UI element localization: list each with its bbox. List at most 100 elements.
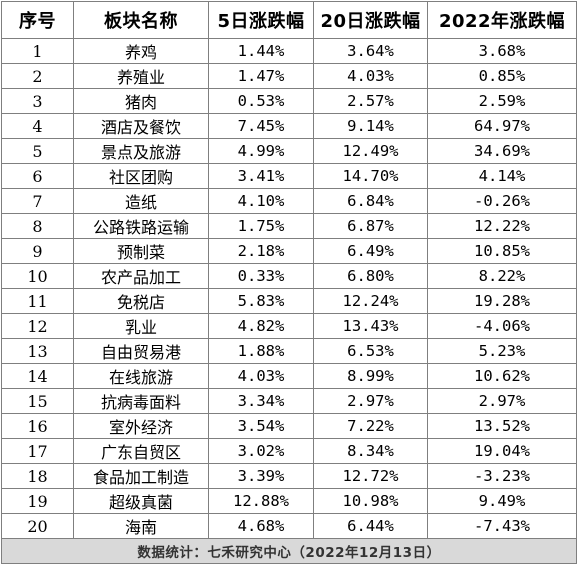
- table-row: 10 农产品加工 0.33% 6.80% 8.22%: [1, 263, 577, 289]
- sector-name: 广东自贸区: [73, 438, 209, 464]
- row-index: 4: [1, 113, 74, 139]
- row-index: 13: [1, 338, 74, 364]
- sector-name: 农产品加工: [73, 263, 209, 289]
- sector-name: 预制菜: [73, 238, 209, 264]
- change-2022: 4.14%: [427, 163, 577, 189]
- sector-name: 免税店: [73, 288, 209, 314]
- change-2022: 2.97%: [427, 388, 577, 414]
- sector-name: 在线旅游: [73, 363, 209, 389]
- change-2022: -3.23%: [427, 463, 577, 489]
- change-5day: 1.88%: [208, 338, 314, 364]
- table-row: 15 抗病毒面料 3.34% 2.97% 2.97%: [1, 388, 577, 414]
- row-index: 7: [1, 188, 74, 214]
- col-header-20day-change: 20日涨跌幅: [313, 1, 428, 39]
- change-20day: 4.03%: [313, 63, 428, 89]
- row-index: 19: [1, 488, 74, 514]
- change-5day: 12.88%: [208, 488, 314, 514]
- row-index: 11: [1, 288, 74, 314]
- col-header-5day-change: 5日涨跌幅: [208, 1, 314, 39]
- change-5day: 3.39%: [208, 463, 314, 489]
- change-20day: 12.72%: [313, 463, 428, 489]
- row-index: 14: [1, 363, 74, 389]
- sector-name: 海南: [73, 513, 209, 539]
- header-row: 序号 板块名称 5日涨跌幅 20日涨跌幅 2022年涨跌幅: [1, 1, 577, 39]
- row-index: 8: [1, 213, 74, 239]
- change-20day: 14.70%: [313, 163, 428, 189]
- table-row: 19 超级真菌 12.88% 10.98% 9.49%: [1, 488, 577, 514]
- table-row: 14 在线旅游 4.03% 8.99% 10.62%: [1, 363, 577, 389]
- row-index: 17: [1, 438, 74, 464]
- table-body: 1 养鸡 1.44% 3.64% 3.68% 2 养殖业 1.47% 4.03% 0.85% 3 猪肉…: [1, 38, 577, 539]
- change-2022: 10.85%: [427, 238, 577, 264]
- row-index: 6: [1, 163, 74, 189]
- change-2022: 5.23%: [427, 338, 577, 364]
- change-20day: 8.34%: [313, 438, 428, 464]
- table-row: 16 室外经济 3.54% 7.22% 13.52%: [1, 413, 577, 439]
- col-header-sector-name: 板块名称: [73, 1, 209, 39]
- sector-name: 酒店及餐饮: [73, 113, 209, 139]
- change-2022: 12.22%: [427, 213, 577, 239]
- change-20day: 9.14%: [313, 113, 428, 139]
- change-5day: 3.02%: [208, 438, 314, 464]
- change-20day: 6.80%: [313, 263, 428, 289]
- table-row: 8 公路铁路运输 1.75% 6.87% 12.22%: [1, 213, 577, 239]
- sector-name: 超级真菌: [73, 488, 209, 514]
- change-2022: 19.28%: [427, 288, 577, 314]
- change-20day: 6.49%: [313, 238, 428, 264]
- change-2022: 9.49%: [427, 488, 577, 514]
- row-index: 18: [1, 463, 74, 489]
- table-row: 9 预制菜 2.18% 6.49% 10.85%: [1, 238, 577, 264]
- row-index: 5: [1, 138, 74, 164]
- change-5day: 0.53%: [208, 88, 314, 114]
- change-5day: 1.44%: [208, 38, 314, 64]
- change-5day: 4.82%: [208, 313, 314, 339]
- change-2022: 0.85%: [427, 63, 577, 89]
- sector-name: 猪肉: [73, 88, 209, 114]
- sector-name: 养殖业: [73, 63, 209, 89]
- change-20day: 6.53%: [313, 338, 428, 364]
- table-row: 6 社区团购 3.41% 14.70% 4.14%: [1, 163, 577, 189]
- change-5day: 1.47%: [208, 63, 314, 89]
- row-index: 16: [1, 413, 74, 439]
- table-row: 7 造纸 4.10% 6.84% -0.26%: [1, 188, 577, 214]
- change-5day: 4.10%: [208, 188, 314, 214]
- change-5day: 2.18%: [208, 238, 314, 264]
- change-2022: 64.97%: [427, 113, 577, 139]
- change-2022: -7.43%: [427, 513, 577, 539]
- col-header-2022-change: 2022年涨跌幅: [427, 1, 577, 39]
- row-index: 10: [1, 263, 74, 289]
- row-index: 15: [1, 388, 74, 414]
- change-20day: 2.97%: [313, 388, 428, 414]
- change-20day: 8.99%: [313, 363, 428, 389]
- table-row: 4 酒店及餐饮 7.45% 9.14% 64.97%: [1, 113, 577, 139]
- table-row: 20 海南 4.68% 6.44% -7.43%: [1, 513, 577, 539]
- sector-name: 造纸: [73, 188, 209, 214]
- change-20day: 3.64%: [313, 38, 428, 64]
- change-20day: 6.84%: [313, 188, 428, 214]
- change-5day: 3.54%: [208, 413, 314, 439]
- sector-name: 景点及旅游: [73, 138, 209, 164]
- change-2022: 13.52%: [427, 413, 577, 439]
- table-row: 2 养殖业 1.47% 4.03% 0.85%: [1, 63, 577, 89]
- change-20day: 13.43%: [313, 313, 428, 339]
- table-row: 5 景点及旅游 4.99% 12.49% 34.69%: [1, 138, 577, 164]
- data-source-note: 数据统计：七禾研究中心（2022年12月13日）: [1, 538, 577, 564]
- change-2022: -0.26%: [427, 188, 577, 214]
- footer-row: 数据统计：七禾研究中心（2022年12月13日）: [1, 538, 577, 564]
- table-row: 12 乳业 4.82% 13.43% -4.06%: [1, 313, 577, 339]
- row-index: 12: [1, 313, 74, 339]
- row-index: 3: [1, 88, 74, 114]
- col-header-index: 序号: [1, 1, 74, 39]
- sector-name: 养鸡: [73, 38, 209, 64]
- change-5day: 1.75%: [208, 213, 314, 239]
- change-5day: 7.45%: [208, 113, 314, 139]
- change-5day: 0.33%: [208, 263, 314, 289]
- change-5day: 3.34%: [208, 388, 314, 414]
- change-5day: 4.99%: [208, 138, 314, 164]
- row-index: 1: [1, 38, 74, 64]
- change-2022: 10.62%: [427, 363, 577, 389]
- sector-name: 食品加工制造: [73, 463, 209, 489]
- table-row: 13 自由贸易港 1.88% 6.53% 5.23%: [1, 338, 577, 364]
- table-row: 17 广东自贸区 3.02% 8.34% 19.04%: [1, 438, 577, 464]
- change-2022: -4.06%: [427, 313, 577, 339]
